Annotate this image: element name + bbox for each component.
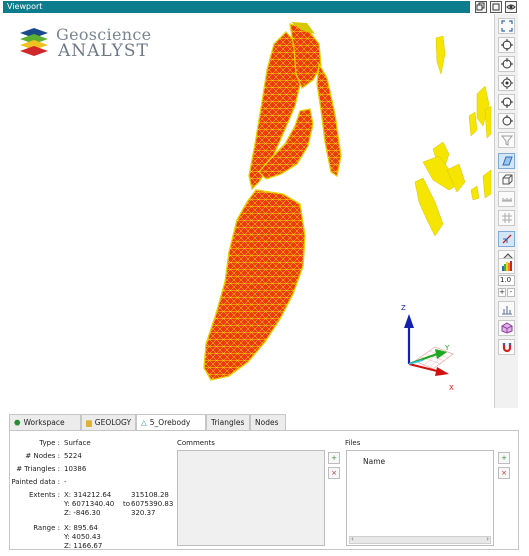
tab-label: GEOLOGY bbox=[94, 418, 132, 427]
chart-icon[interactable] bbox=[498, 301, 515, 317]
extents-x-max: 315108.28 bbox=[131, 491, 169, 499]
grid-icon[interactable] bbox=[498, 210, 515, 226]
clip-box-icon[interactable] bbox=[498, 172, 515, 188]
range-x: X: 895.64 bbox=[64, 524, 98, 532]
logo-layers-icon bbox=[20, 28, 48, 56]
view-north-icon[interactable] bbox=[498, 56, 515, 72]
view-south-icon[interactable] bbox=[498, 94, 515, 110]
zoom-extents-icon[interactable] bbox=[498, 18, 515, 34]
tab-label: Triangles bbox=[211, 418, 245, 427]
range-z: Z: 1166.67 bbox=[64, 542, 103, 550]
view-top-icon[interactable] bbox=[498, 37, 515, 53]
nodes-value: 5224 bbox=[64, 452, 82, 460]
type-value: Surface bbox=[64, 439, 91, 447]
files-horizontal-scrollbar[interactable]: ‹ › bbox=[349, 535, 491, 544]
measure-tool-icon[interactable] bbox=[498, 231, 515, 247]
logo-text-line1: Geoscience bbox=[56, 25, 152, 44]
files-list[interactable]: Name ‹ › bbox=[346, 450, 494, 546]
painted-data-value: - bbox=[64, 478, 67, 486]
orientation-axes-gizmo bbox=[404, 314, 454, 376]
delete-comment-icon[interactable]: × bbox=[328, 467, 340, 479]
restore-icon[interactable] bbox=[475, 1, 487, 13]
filter-icon[interactable] bbox=[498, 132, 515, 148]
extents-z-max: 320.37 bbox=[131, 509, 156, 517]
scale-increase-button[interactable]: + bbox=[498, 288, 506, 297]
window-title: Viewport bbox=[7, 2, 43, 11]
axis-label-y: Y bbox=[445, 344, 450, 352]
tab-nodes[interactable]: Nodes bbox=[250, 414, 286, 430]
view-west-icon[interactable] bbox=[498, 113, 515, 129]
files-name-header: Name bbox=[363, 457, 386, 466]
scale-decrease-button[interactable]: - bbox=[507, 288, 515, 297]
painted-data-label: Painted data : bbox=[11, 478, 60, 486]
cube-icon[interactable] bbox=[498, 320, 515, 336]
eye-icon[interactable] bbox=[505, 1, 517, 13]
tab-label: 5_Orebody bbox=[149, 418, 191, 427]
properties-panel: Type : Surface # Nodes : 5224 # Triangle… bbox=[9, 430, 519, 550]
type-label: Type : bbox=[39, 439, 60, 447]
extents-to: to bbox=[123, 500, 131, 508]
extents-y-min: Y: 6071340.40 bbox=[64, 500, 115, 508]
triangles-value: 10386 bbox=[64, 465, 87, 473]
extents-y-max: 6075390.83 bbox=[131, 500, 174, 508]
scroll-left-icon[interactable]: ‹ bbox=[351, 535, 354, 543]
add-comment-icon[interactable]: + bbox=[328, 452, 340, 464]
magnet-icon[interactable] bbox=[498, 339, 515, 355]
scroll-right-icon[interactable]: › bbox=[486, 535, 489, 543]
viewport-toolbar: 1.0 + - bbox=[494, 14, 518, 408]
viewport-canvas[interactable]: Geoscience ANALYST Z Y X bbox=[3, 14, 492, 406]
tab-label: Workspace bbox=[23, 418, 65, 427]
extents-z-min: Z: -846.30 bbox=[64, 509, 101, 517]
titlebar-background bbox=[3, 1, 470, 13]
perspective-icon[interactable] bbox=[498, 153, 515, 169]
orebody-scene bbox=[203, 22, 492, 381]
folder-icon: ▆ bbox=[86, 418, 92, 427]
triangles-label: # Triangles : bbox=[16, 465, 60, 473]
tab-5-orebody[interactable]: △ 5_Orebody bbox=[136, 414, 206, 431]
orebody-upper-slab bbox=[289, 22, 322, 90]
axis-label-x: X bbox=[449, 384, 454, 392]
surface-icon: △ bbox=[141, 418, 147, 427]
delete-file-icon[interactable]: × bbox=[498, 467, 510, 479]
range-y: Y: 4050.43 bbox=[64, 533, 101, 541]
color-bar-icon[interactable] bbox=[498, 258, 515, 274]
view-east-icon[interactable] bbox=[498, 75, 515, 91]
tab-geology[interactable]: ▆ GEOLOGY bbox=[81, 414, 136, 430]
geoscience-analyst-logo: Geoscience ANALYST bbox=[18, 25, 152, 61]
ruler-icon[interactable] bbox=[498, 191, 515, 207]
files-title: Files bbox=[345, 439, 361, 447]
maximize-icon[interactable] bbox=[490, 1, 502, 13]
tab-workspace[interactable]: ⬣ Workspace bbox=[9, 414, 81, 430]
distant-orebody-fragments bbox=[414, 35, 492, 237]
range-label: Range : bbox=[33, 524, 60, 532]
logo-text-line2: ANALYST bbox=[58, 41, 149, 61]
scale-input[interactable]: 1.0 bbox=[498, 275, 515, 286]
workspace-icon: ⬣ bbox=[14, 418, 21, 427]
extents-label: Extents : bbox=[28, 491, 60, 499]
orebody-lower-body bbox=[203, 189, 306, 381]
axis-label-z: Z bbox=[401, 304, 406, 312]
comments-title: Comments bbox=[177, 439, 215, 447]
orebody-middle-pod bbox=[258, 108, 314, 180]
tab-label: Nodes bbox=[255, 418, 279, 427]
tab-triangles[interactable]: Triangles bbox=[206, 414, 250, 430]
nodes-label: # Nodes : bbox=[25, 452, 60, 460]
comments-list[interactable] bbox=[177, 450, 325, 546]
add-file-icon[interactable]: + bbox=[498, 452, 510, 464]
extents-x-min: X: 314212.64 bbox=[64, 491, 112, 499]
orebody-right-lens bbox=[316, 61, 342, 178]
window-titlebar: Viewport bbox=[0, 0, 529, 14]
